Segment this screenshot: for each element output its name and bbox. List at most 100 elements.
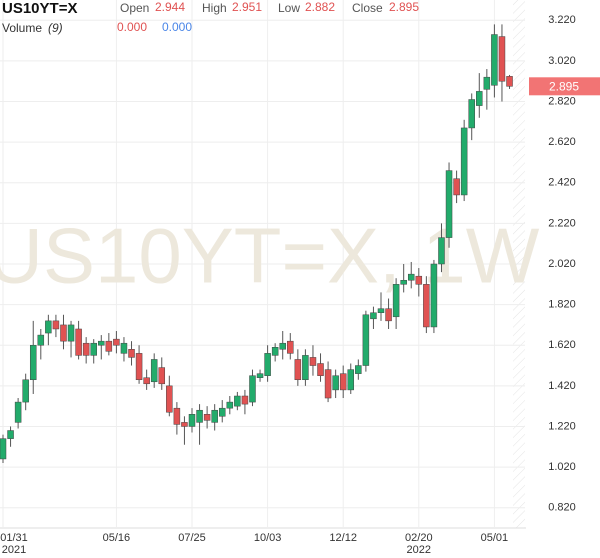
candle-body (287, 340, 294, 354)
candle-body (0, 438, 7, 460)
symbol: US10YT=X (2, 0, 77, 17)
candle-body (324, 369, 332, 399)
candle-body (241, 395, 249, 405)
candle-body (506, 76, 513, 87)
open-label: Open (120, 1, 149, 15)
y-tick-label: 1.620 (548, 339, 576, 351)
x-tick-label: 10/03 (254, 532, 282, 544)
y-tick-label: 1.220 (548, 420, 576, 432)
candle-body (29, 344, 37, 381)
volume-value: 0.000 (117, 20, 147, 34)
candle-body (355, 365, 362, 374)
candle-body (256, 373, 264, 378)
y-tick-label: 2.620 (548, 136, 576, 148)
x-year-label: 2021 (2, 544, 26, 556)
watermark: US10YT=X, 1W (0, 212, 540, 300)
y-tick-label: 2.420 (548, 177, 576, 189)
close-label: Close (352, 1, 383, 15)
candle-body (339, 373, 347, 391)
candle-body (158, 367, 166, 385)
candle-body (400, 279, 407, 285)
candle-body (14, 401, 22, 423)
candle-body (476, 91, 483, 106)
candle-body (453, 178, 460, 196)
candle-body (173, 407, 181, 425)
candle-body (22, 379, 29, 403)
low-label: Low (278, 1, 300, 15)
candle-body (445, 170, 453, 238)
candle-body (407, 273, 415, 281)
candle-body (181, 422, 188, 427)
high-value: 2.951 (232, 0, 262, 14)
candle-body (498, 36, 506, 82)
candle-body (234, 395, 241, 407)
y-tick-label: 1.420 (548, 380, 576, 392)
y-tick-label: 2.220 (548, 217, 576, 229)
y-tick-label: 3.220 (548, 14, 576, 26)
candle-body (415, 275, 423, 285)
candle-body (332, 375, 339, 391)
volume-value: 0.000 (162, 20, 192, 34)
candle-body (491, 34, 498, 86)
y-tick-label: 1.820 (548, 299, 576, 311)
candle-body (392, 284, 400, 318)
candle-body (188, 414, 196, 427)
x-tick-label: 12/12 (329, 532, 357, 544)
candle-body (226, 401, 234, 409)
y-tick-label: 3.020 (548, 55, 576, 67)
candle-body (218, 407, 226, 417)
x-tick-label: 07/25 (178, 532, 206, 544)
candle-body (45, 320, 52, 334)
candle-body (370, 312, 377, 320)
candle-body (249, 375, 256, 403)
candle-body (309, 357, 317, 366)
last-price-label: 2.895 (549, 79, 579, 93)
last-price-tag (529, 77, 600, 96)
candle-body (211, 409, 218, 423)
candle-body (52, 320, 60, 330)
high-label: High (202, 1, 227, 15)
candle-body (203, 414, 211, 421)
candle-body (264, 353, 271, 376)
candle-body (37, 334, 45, 346)
candle-body (347, 369, 355, 391)
x-tick-label: 05/16 (103, 532, 131, 544)
close-value: 2.895 (389, 0, 419, 14)
volume-label: Volume (2, 21, 42, 35)
low-value: 2.882 (305, 0, 335, 14)
candle-body (279, 342, 286, 350)
x-tick-label: 02/20 (405, 532, 433, 544)
candle-body (120, 342, 128, 354)
candle-body (7, 430, 14, 439)
x-tick-label: 05/01 (481, 532, 509, 544)
candle-body (113, 338, 120, 346)
x-year-label: 2022 (407, 544, 431, 556)
y-tick-label: 0.820 (548, 502, 576, 514)
candle-body (105, 340, 113, 352)
candle-body (143, 377, 150, 385)
candle-body (271, 347, 279, 356)
candle-body (90, 342, 97, 356)
candle-body (294, 359, 302, 381)
volume-period: (9) (48, 21, 63, 35)
candle-body (302, 355, 309, 381)
candle-body (75, 328, 82, 356)
candle-body (430, 263, 438, 328)
candle-body (67, 324, 75, 342)
candle-body (385, 308, 392, 322)
candle-body (377, 308, 385, 313)
candle-body (196, 409, 203, 423)
candle-body (423, 284, 430, 328)
candle-body (128, 349, 135, 358)
y-tick-label: 2.820 (548, 95, 576, 107)
open-value: 2.944 (155, 0, 185, 14)
y-tick-label: 2.020 (548, 258, 576, 270)
y-tick-label: 1.020 (548, 461, 576, 473)
candle-body (150, 359, 158, 383)
candle-body (483, 76, 491, 90)
candle-body (98, 340, 105, 346)
candle-body (135, 353, 143, 381)
candle-body (317, 363, 324, 376)
